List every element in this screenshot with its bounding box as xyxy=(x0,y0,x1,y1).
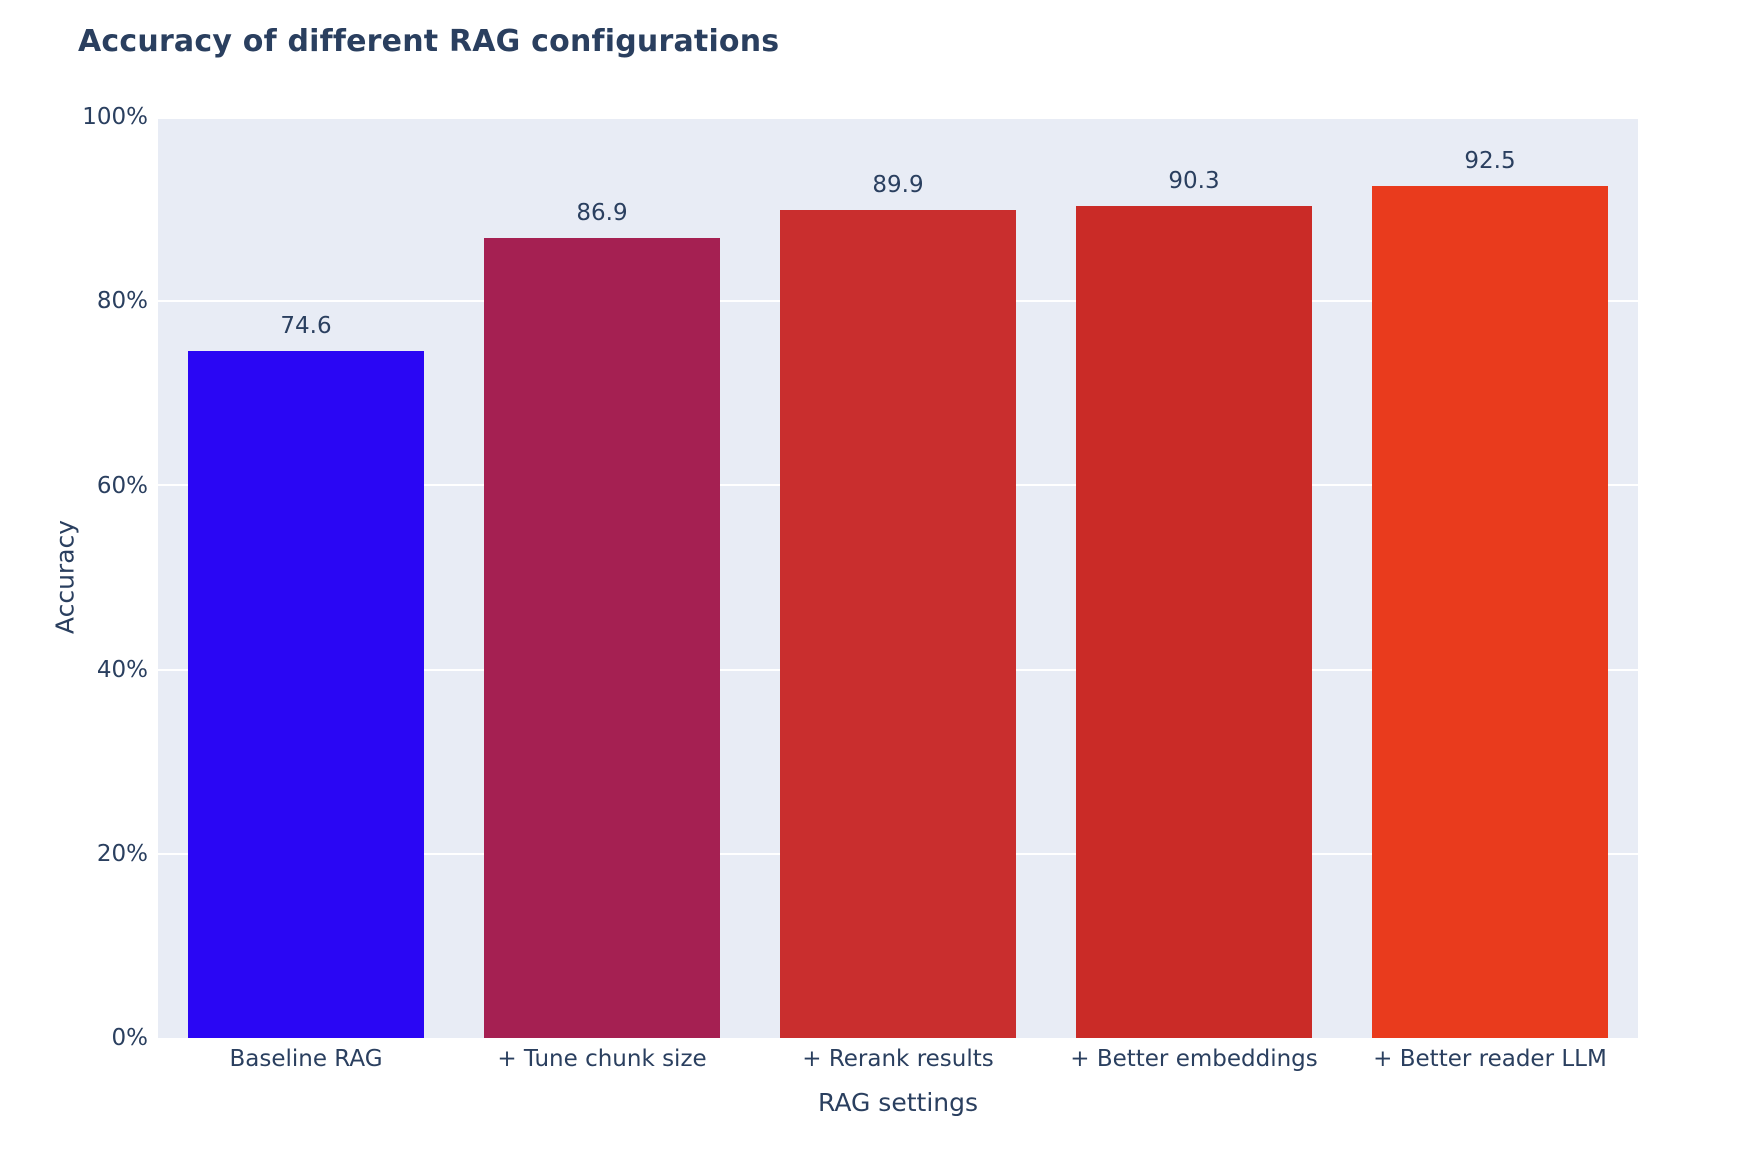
bar-group-better-reader-llm: 92.5 xyxy=(1342,117,1638,1038)
bar-value-label: 89.9 xyxy=(872,172,924,199)
bar-group-better-embeddings: 90.3 xyxy=(1046,117,1342,1038)
bar-value-label: 92.5 xyxy=(1464,148,1516,175)
x-tick-better-reader-llm: + Better reader LLM xyxy=(1373,1046,1607,1072)
x-tick-baseline-rag: Baseline RAG xyxy=(229,1046,383,1072)
chart-title: Accuracy of different RAG configurations xyxy=(78,24,780,59)
x-ticks: Baseline RAG + Tune chunk size + Rerank … xyxy=(158,1046,1638,1072)
y-tick-60: 60% xyxy=(96,473,148,499)
gridline-100 xyxy=(158,117,1638,119)
bars-row: 74.6 86.9 89.9 90.3 92.5 xyxy=(158,117,1638,1038)
y-axis-title: Accuracy xyxy=(50,519,80,635)
y-tick-20: 20% xyxy=(96,841,148,867)
bar-better-embeddings[interactable]: 90.3 xyxy=(1075,168,1313,1038)
bar-value-label: 74.6 xyxy=(280,312,332,339)
bar-value-label: 86.9 xyxy=(576,199,628,226)
y-tick-40: 40% xyxy=(96,657,148,683)
y-tick-80: 80% xyxy=(96,288,148,314)
bar-better-reader-llm[interactable]: 92.5 xyxy=(1371,148,1609,1038)
bar-rerank-results[interactable]: 89.9 xyxy=(779,172,1017,1038)
x-tick-rerank-results: + Rerank results xyxy=(802,1046,994,1072)
bar-group-baseline-rag: 74.6 xyxy=(158,117,454,1038)
x-tick-tune-chunk-size: + Tune chunk size xyxy=(497,1046,707,1072)
x-tick-better-embeddings: + Better embeddings xyxy=(1070,1046,1318,1072)
y-tick-0: 0% xyxy=(111,1025,149,1051)
bar-group-rerank-results: 89.9 xyxy=(750,117,1046,1038)
bar-baseline-rag[interactable]: 74.6 xyxy=(187,313,425,1038)
plot-area: 74.6 86.9 89.9 90.3 92.5 xyxy=(158,117,1638,1038)
y-tick-100: 100% xyxy=(82,104,148,130)
x-axis-title: RAG settings xyxy=(817,1088,979,1117)
bar-group-tune-chunk-size: 86.9 xyxy=(454,117,750,1038)
bar-value-label: 90.3 xyxy=(1168,168,1220,195)
bar-tune-chunk-size[interactable]: 86.9 xyxy=(483,200,721,1038)
